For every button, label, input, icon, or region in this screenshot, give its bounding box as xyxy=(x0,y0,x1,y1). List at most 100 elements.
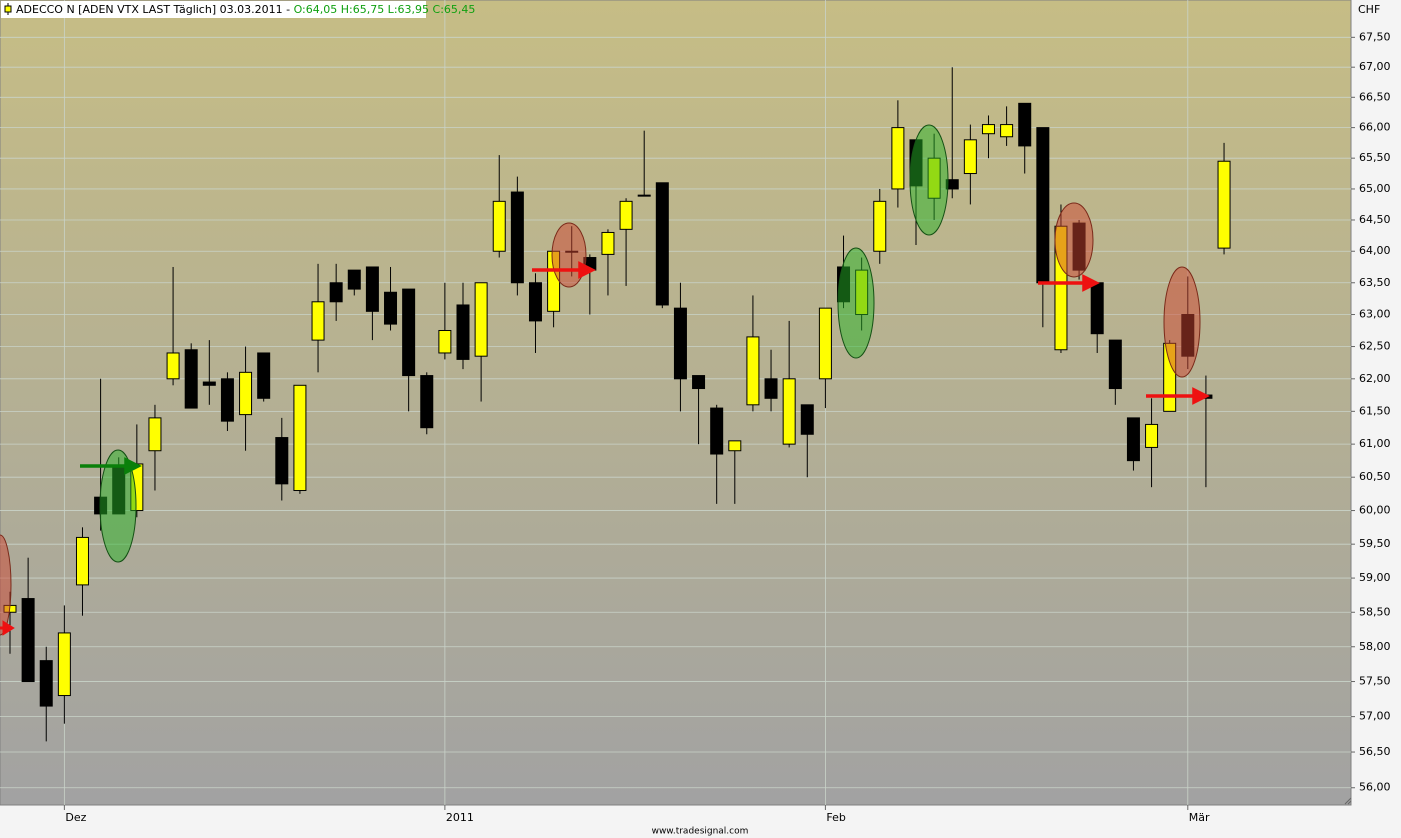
candle-body xyxy=(655,182,669,306)
candle-body xyxy=(528,282,542,322)
candle-body xyxy=(510,191,524,284)
signal-ellipse xyxy=(1054,202,1094,278)
candle-body xyxy=(782,378,796,445)
resize-grip xyxy=(1344,797,1352,805)
y-tick-label: 61,00 xyxy=(1359,437,1391,450)
x-tick-label: Feb xyxy=(826,811,845,824)
candle-body xyxy=(746,336,760,406)
y-tick-label: 61,50 xyxy=(1359,404,1391,417)
header-box xyxy=(1,1,426,18)
candle-body xyxy=(184,349,198,409)
candle-body xyxy=(456,304,470,360)
signal-ellipse xyxy=(837,247,875,359)
candle-body xyxy=(220,378,234,422)
candle-body xyxy=(365,266,379,312)
y-tick-label: 60,50 xyxy=(1359,470,1391,483)
footer: www.tradesignal.com xyxy=(652,827,749,837)
candle-body xyxy=(710,407,724,455)
candle-body xyxy=(166,352,180,380)
candle-body xyxy=(347,269,361,290)
y-tick-label: 62,00 xyxy=(1359,372,1391,385)
candle-body xyxy=(402,288,416,377)
candle-body xyxy=(800,404,814,435)
candle-body xyxy=(891,127,905,190)
candle-body xyxy=(1145,423,1159,448)
candle-body xyxy=(311,301,325,341)
y-tick-label: 58,50 xyxy=(1359,605,1391,618)
y-tick-label: 67,00 xyxy=(1359,60,1391,73)
candle-body xyxy=(1018,102,1032,147)
candle-body xyxy=(1217,160,1231,249)
candle-body xyxy=(75,536,89,586)
header: ADECCO N [ADEN VTX LAST Täglich] 03.03.2… xyxy=(16,3,475,16)
candle-body xyxy=(239,371,253,416)
candle-body xyxy=(329,282,343,303)
y-tick-label: 62,50 xyxy=(1359,340,1391,353)
candle-body xyxy=(619,200,633,230)
candle-body xyxy=(438,329,452,354)
y-tick-label: 64,00 xyxy=(1359,244,1391,257)
y-tick-label: 66,50 xyxy=(1359,90,1391,103)
header-icon xyxy=(4,5,12,13)
candle-body xyxy=(1036,127,1050,284)
signal-arrow xyxy=(532,261,596,279)
candle-body xyxy=(21,598,35,683)
signals xyxy=(0,124,1210,636)
candle-body xyxy=(420,375,434,429)
candle-body xyxy=(1126,417,1140,462)
y-tick-label: 63,00 xyxy=(1359,308,1391,321)
candle-body xyxy=(692,375,706,390)
plot-area xyxy=(0,0,1352,806)
candle-body xyxy=(39,660,53,707)
y-tick-label: 57,50 xyxy=(1359,675,1391,688)
y-tick-label: 65,00 xyxy=(1359,182,1391,195)
y-tick-label: 67,50 xyxy=(1359,30,1391,43)
signal-arrow xyxy=(1146,387,1210,405)
y-tick-label: 63,50 xyxy=(1359,276,1391,289)
candle-body xyxy=(728,440,742,452)
y-tick-label: 58,00 xyxy=(1359,640,1391,653)
candle-body xyxy=(873,200,887,252)
header-ohlc: O:64,05 H:65,75 L:63,95 C:65,45 xyxy=(294,3,476,16)
y-tick-label: 64,50 xyxy=(1359,213,1391,226)
candle-body xyxy=(474,282,488,357)
candle-body xyxy=(202,381,216,386)
signal-arrow xyxy=(0,620,15,636)
signal-arrow xyxy=(1038,274,1100,292)
y-axis-label: CHF xyxy=(1358,3,1380,16)
candle-body xyxy=(818,307,832,380)
y-tick-label: 66,00 xyxy=(1359,121,1391,134)
y-tick-label: 59,50 xyxy=(1359,537,1391,550)
header-title: ADECCO N [ADEN VTX LAST Täglich] 03.03.2… xyxy=(16,3,290,16)
signal-ellipse xyxy=(909,124,949,236)
candle-body xyxy=(384,291,398,325)
candle-body xyxy=(1108,339,1122,390)
candle-body xyxy=(981,124,995,135)
y-tick-label: 60,00 xyxy=(1359,504,1391,517)
signal-ellipse xyxy=(99,449,137,563)
y-tick-label: 56,00 xyxy=(1359,781,1391,794)
y-tick-label: 57,00 xyxy=(1359,710,1391,723)
candle-body xyxy=(148,417,162,452)
candle-body xyxy=(57,632,71,697)
candle-body xyxy=(1090,282,1104,335)
x-tick-label: 2011 xyxy=(446,811,474,824)
candle-body xyxy=(492,200,506,252)
candle-body xyxy=(673,307,687,380)
candle-body xyxy=(275,437,289,485)
x-tick-label: Mär xyxy=(1189,811,1210,824)
candle-body xyxy=(293,384,307,492)
candle-body xyxy=(963,139,977,175)
candle-body xyxy=(601,231,615,255)
y-tick-label: 59,00 xyxy=(1359,571,1391,584)
candle-body xyxy=(257,352,271,399)
y-tick-label: 65,50 xyxy=(1359,151,1391,164)
signal-ellipse xyxy=(0,534,12,636)
candle-body xyxy=(1000,124,1014,138)
candle-body xyxy=(764,378,778,399)
candle-body xyxy=(637,194,651,197)
x-tick-label: Dez xyxy=(65,811,86,824)
signal-arrow xyxy=(80,457,142,475)
